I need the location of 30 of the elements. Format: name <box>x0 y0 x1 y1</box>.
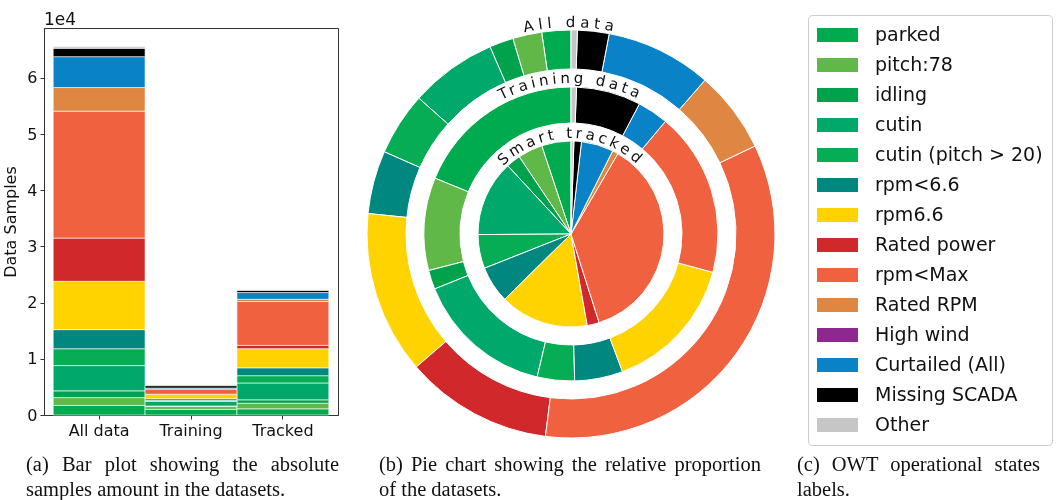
legend-label: Rated RPM <box>875 293 978 315</box>
y-tick-label: 4 <box>27 180 38 200</box>
y-tick-label: 0 <box>27 405 38 425</box>
legend-label: Curtailed (All) <box>875 353 1006 375</box>
text: (c) OWT operational states labels. <box>797 452 1040 500</box>
legend-label: parked <box>875 23 941 45</box>
annotation: 1e4 <box>44 9 77 29</box>
legend-label: Other <box>875 413 930 435</box>
slice-label: All data <box>521 13 621 37</box>
legend-label: pitch:78 <box>875 53 953 75</box>
y-tick-label: 1 <box>27 349 38 369</box>
legend-label: cutin (pitch > 20) <box>875 143 1043 165</box>
legend-label: cutin <box>875 113 923 135</box>
x-tick-label: All data <box>68 420 130 440</box>
legend-label: rpm<6.6 <box>875 173 960 195</box>
x-tick-label: Training <box>158 420 223 440</box>
text: (a) Bar plot showing the absolute samples amount in the datasets. <box>26 452 339 500</box>
y-axis-title: Data Samples <box>1 166 21 278</box>
legend-label: idling <box>875 83 927 105</box>
y-tick-label: 2 <box>27 293 38 313</box>
y-tick-label: 3 <box>27 236 38 256</box>
y-tick-label: 6 <box>27 68 38 88</box>
x-tick-label: Tracked <box>251 420 314 440</box>
legend-label: Rated power <box>875 233 996 255</box>
legend-label: Missing SCADA <box>875 383 1018 405</box>
legend-label: rpm6.6 <box>875 203 944 225</box>
legend-label: High wind <box>875 323 970 345</box>
legend-label: rpm<Max <box>875 263 969 285</box>
text: (b) Pie chart showing the relative proportion of the datasets. <box>379 452 761 500</box>
y-tick-label: 5 <box>27 124 38 144</box>
